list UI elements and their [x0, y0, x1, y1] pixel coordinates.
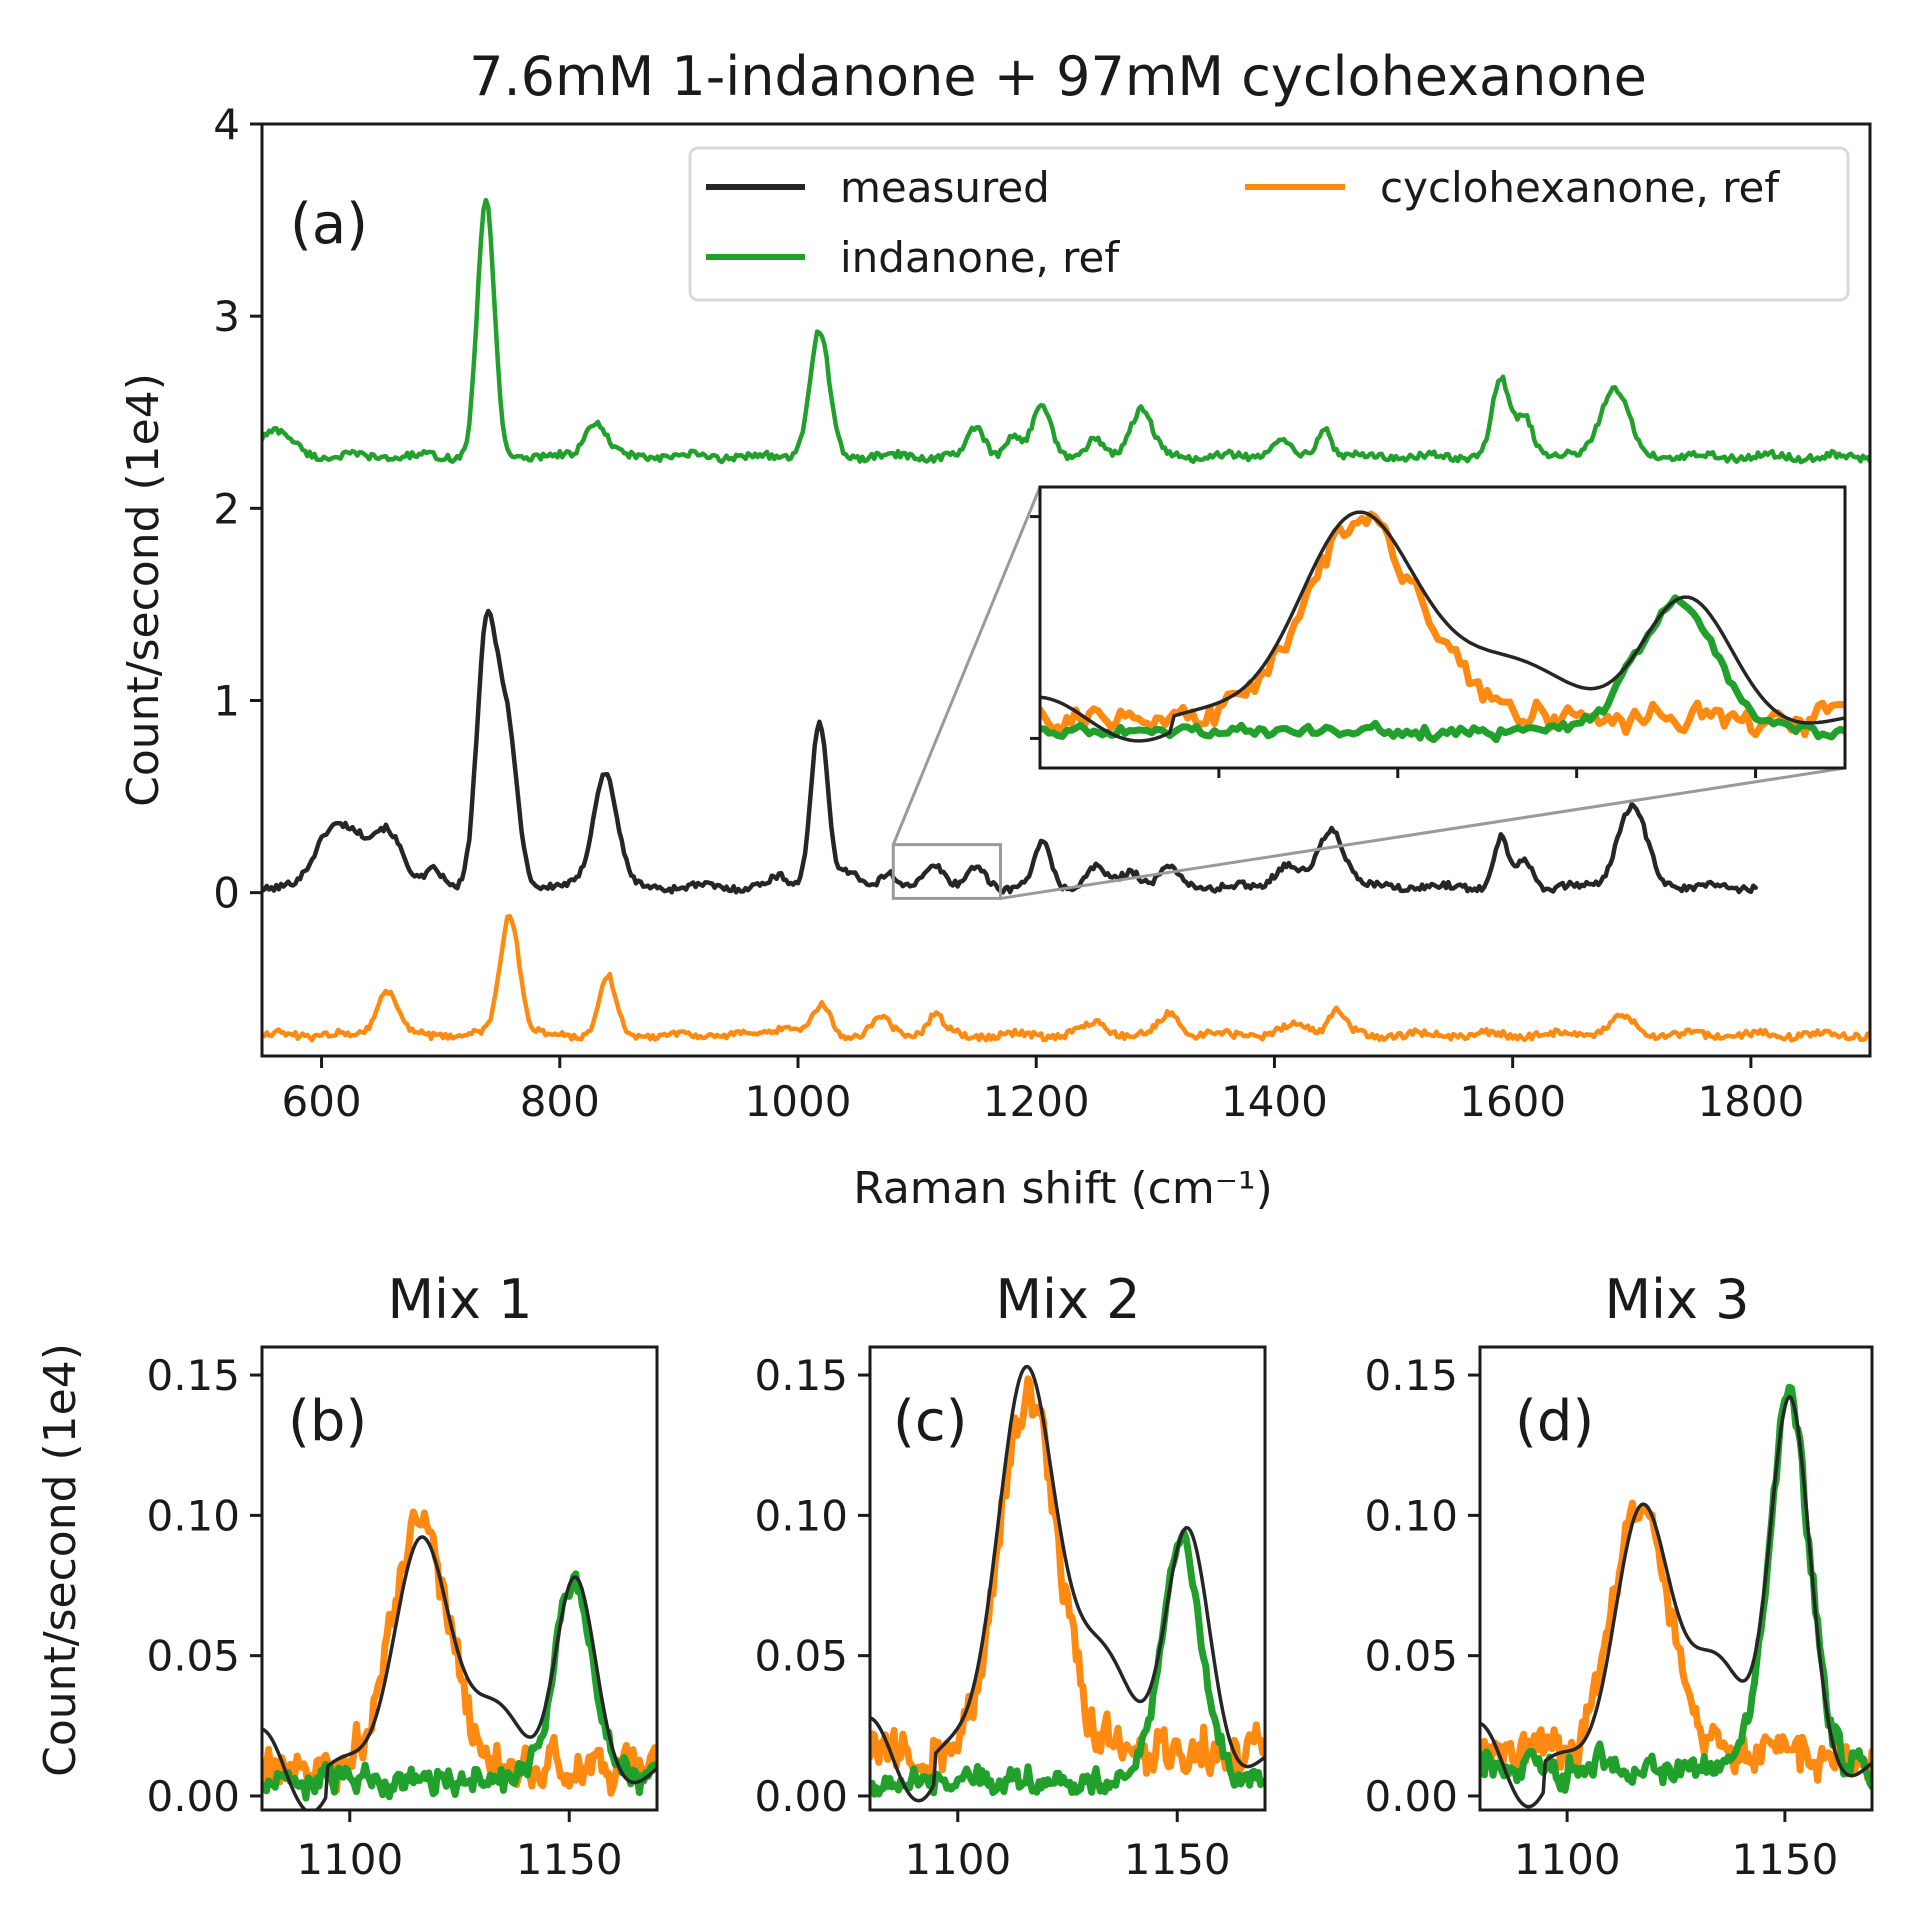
panel-tag-c: (c) — [893, 1389, 967, 1454]
legend-box — [688, 146, 1850, 302]
y-tick-label: 0.05 — [754, 1632, 848, 1681]
panel-a-frame — [260, 122, 1872, 1058]
legend-label-indanone: indanone, ref — [840, 233, 1120, 282]
y-tick-label: 0.10 — [1364, 1491, 1458, 1540]
inset-series — [1040, 510, 1845, 744]
x-tick-label: 1000 — [745, 1077, 852, 1126]
panel-d-ticks: 1100 1150 0.00 0.05 0.10 0.15 — [1364, 1351, 1838, 1884]
panel-c-series — [870, 1364, 1265, 1803]
y-tick-label: 4 — [213, 100, 240, 149]
series-cyclohexanone — [1040, 510, 1845, 739]
x-tick-label: 800 — [520, 1077, 600, 1126]
y-tick-label: 0.15 — [146, 1351, 240, 1400]
panel-a: 7.6mM 1-indanone + 97mM cyclohexanone 60… — [118, 45, 1872, 1214]
x-tick-label: 1400 — [1221, 1077, 1328, 1126]
y-tick-label: 0 — [213, 869, 240, 918]
panel-b-title: Mix 1 — [387, 1268, 532, 1331]
series-measured — [262, 1535, 657, 1810]
zoom-connector — [1000, 766, 1846, 900]
panel-b-series — [262, 1508, 657, 1810]
panel-d: Mix 3 1100 1150 0.00 0.05 0.10 0.15 (d) — [1364, 1268, 1874, 1884]
x-tick-label: 1200 — [983, 1077, 1090, 1126]
chart-title: 7.6mM 1-indanone + 97mM cyclohexanone — [469, 45, 1647, 108]
y-tick-label: 0.00 — [146, 1772, 240, 1821]
y-tick-label: 0.00 — [754, 1772, 848, 1821]
panel-a-series — [262, 197, 1870, 1043]
inset-frame — [1038, 485, 1847, 770]
y-tick-label: 0.05 — [146, 1632, 240, 1681]
y-tick-label: 0.10 — [146, 1491, 240, 1540]
series-indanone — [1040, 594, 1845, 744]
series-cyclohexanone — [1480, 1499, 1872, 1784]
series-measured — [1040, 510, 1845, 743]
series-indanone — [262, 197, 1870, 465]
y-axis-label: Count/second (1e4) — [118, 373, 169, 807]
series-measured — [1480, 1394, 1872, 1809]
panel-tag-d: (d) — [1515, 1389, 1594, 1454]
panel-c-ticks: 1100 1150 0.00 0.05 0.10 0.15 — [754, 1351, 1230, 1884]
y-tick-label: 2 — [213, 484, 240, 533]
legend: measured indanone, ref cyclohexanone, re… — [688, 146, 1850, 302]
legend-label-measured: measured — [840, 163, 1050, 212]
panel-tag-b: (b) — [288, 1389, 367, 1454]
panel-b-ticks: 1100 1150 0.00 0.05 0.10 0.15 — [146, 1351, 622, 1884]
y-tick-label: 1 — [213, 676, 240, 725]
y-tick-label: 0.15 — [754, 1351, 848, 1400]
panel-d-series — [1480, 1383, 1872, 1809]
inset — [891, 485, 1847, 900]
panel-a-ticks: 600 800 1000 1200 1400 1600 1800 0 1 2 3 4 — [213, 100, 1804, 1126]
panel-c: Mix 2 1100 1150 0.00 0.05 0.10 0.15 (c) — [754, 1268, 1267, 1884]
legend-label-cyclohexanone: cyclohexanone, ref — [1380, 163, 1780, 212]
x-tick-label: 1100 — [904, 1835, 1011, 1884]
y-tick-label: 0.15 — [1364, 1351, 1458, 1400]
x-tick-label: 1100 — [296, 1835, 403, 1884]
panel-tag-a: (a) — [290, 192, 368, 257]
x-tick-label: 1600 — [1459, 1077, 1566, 1126]
series-measured — [262, 608, 1758, 895]
zoom-box — [891, 843, 1002, 900]
x-tick-label: 600 — [281, 1077, 361, 1126]
panel-b: Mix 1 1100 1150 0.00 0.05 0.10 0.15 (b) Count… — [35, 1268, 659, 1884]
series-measured — [870, 1364, 1265, 1803]
panel-b-y-axis-label: Count/second (1e4) — [35, 1343, 86, 1777]
x-tick-label: 1150 — [516, 1835, 623, 1884]
y-tick-label: 0.10 — [754, 1491, 848, 1540]
y-tick-label: 0.05 — [1364, 1632, 1458, 1681]
x-tick-label: 1100 — [1514, 1835, 1621, 1884]
panel-d-title: Mix 3 — [1604, 1268, 1749, 1331]
panel-c-frame — [868, 1345, 1267, 1812]
y-tick-label: 0.00 — [1364, 1772, 1458, 1821]
y-tick-label: 3 — [213, 292, 240, 341]
x-tick-label: 1800 — [1697, 1077, 1804, 1126]
x-tick-label: 1150 — [1124, 1835, 1231, 1884]
x-axis-label: Raman shift (cm⁻¹) — [853, 1163, 1273, 1214]
panel-c-title: Mix 2 — [995, 1268, 1140, 1331]
panel-d-frame — [1478, 1345, 1874, 1812]
x-tick-label: 1150 — [1731, 1835, 1838, 1884]
zoom-connector — [891, 486, 1042, 846]
series-cyclohexanone — [262, 913, 1870, 1043]
panel-b-frame — [260, 1345, 659, 1812]
